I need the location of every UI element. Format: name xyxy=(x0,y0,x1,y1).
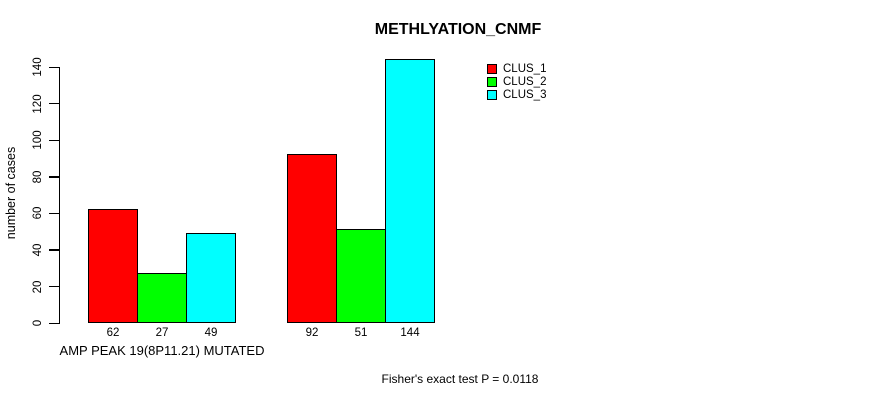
chart-title: METHLYATION_CNMF xyxy=(374,21,542,38)
bar-clus_2-group2 xyxy=(336,229,386,324)
bar-clus_1-group1 xyxy=(88,209,138,324)
y-axis-tick xyxy=(49,66,59,68)
y-axis-tick xyxy=(49,212,59,215)
bar-value-label: 62 xyxy=(106,327,120,339)
legend-item-clus_3: CLUS_3 xyxy=(487,88,546,101)
legend-label: CLUS_3 xyxy=(503,88,547,101)
legend-item-clus_1: CLUS_1 xyxy=(487,62,546,75)
legend-label: CLUS_1 xyxy=(503,62,547,75)
x-axis-group-label: AMP PEAK 19(8P11.21) MUTATED xyxy=(59,343,265,358)
bar-value-label: 51 xyxy=(354,327,368,339)
y-tick-label: 100 xyxy=(32,130,44,150)
annotation-text: Fisher's exact test P = 0.0118 xyxy=(381,372,539,386)
y-axis-title: number of cases xyxy=(4,146,18,240)
legend-swatch-clus_3 xyxy=(487,89,497,100)
y-tick-label: 120 xyxy=(32,94,44,114)
legend: CLUS_1 CLUS_2 CLUS_3 xyxy=(487,62,546,101)
bar-clus_2-group1 xyxy=(137,273,187,324)
bar-clus_1-group2 xyxy=(287,154,337,324)
legend-item-clus_2: CLUS_2 xyxy=(487,75,546,88)
bar-clus_3-group2 xyxy=(385,59,435,324)
legend-label: CLUS_2 xyxy=(503,75,547,88)
y-axis-tick xyxy=(49,176,59,178)
y-tick-label: 140 xyxy=(32,57,44,77)
bar-clus_3-group1 xyxy=(186,232,236,324)
bar-value-label: 144 xyxy=(400,327,420,339)
y-tick-label: 80 xyxy=(32,170,44,184)
y-axis-tick xyxy=(49,249,59,251)
y-axis-tick xyxy=(49,285,59,288)
y-axis-line xyxy=(59,66,61,324)
y-axis-tick xyxy=(49,103,59,105)
bar-value-label: 92 xyxy=(305,327,319,339)
y-tick-label: 60 xyxy=(32,207,44,220)
legend-swatch-clus_1 xyxy=(487,63,497,74)
y-axis-tick xyxy=(49,139,59,142)
bar-value-label: 27 xyxy=(155,327,169,339)
y-axis-tick xyxy=(49,322,59,324)
y-tick-label: 0 xyxy=(32,319,44,327)
legend-swatch-clus_2 xyxy=(487,76,497,87)
y-tick-label: 40 xyxy=(32,243,44,257)
bar-value-label: 49 xyxy=(204,327,218,339)
y-tick-label: 20 xyxy=(32,280,44,294)
